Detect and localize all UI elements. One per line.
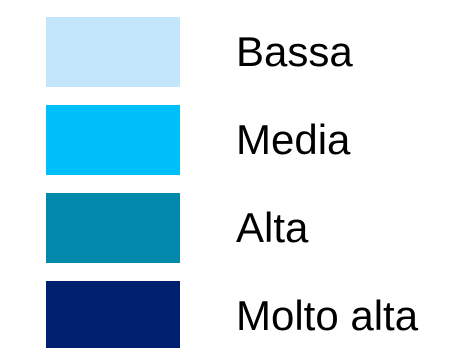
legend-swatch-bassa xyxy=(46,17,180,87)
legend-label-media: Media xyxy=(236,116,351,163)
legend-swatch-molto-alta xyxy=(46,281,180,348)
legend-label-molto-alta: Molto alta xyxy=(236,292,419,339)
legend-swatch-media xyxy=(46,105,180,175)
legend-label-bassa: Bassa xyxy=(236,28,353,75)
legend-label-alta: Alta xyxy=(236,204,309,251)
legend-item-media: Media xyxy=(0,105,465,175)
legend-item-molto-alta: Molto alta xyxy=(0,281,465,348)
legend-swatch-alta xyxy=(46,193,180,263)
legend-item-bassa: Bassa xyxy=(0,17,465,87)
legend-item-alta: Alta xyxy=(0,193,465,263)
